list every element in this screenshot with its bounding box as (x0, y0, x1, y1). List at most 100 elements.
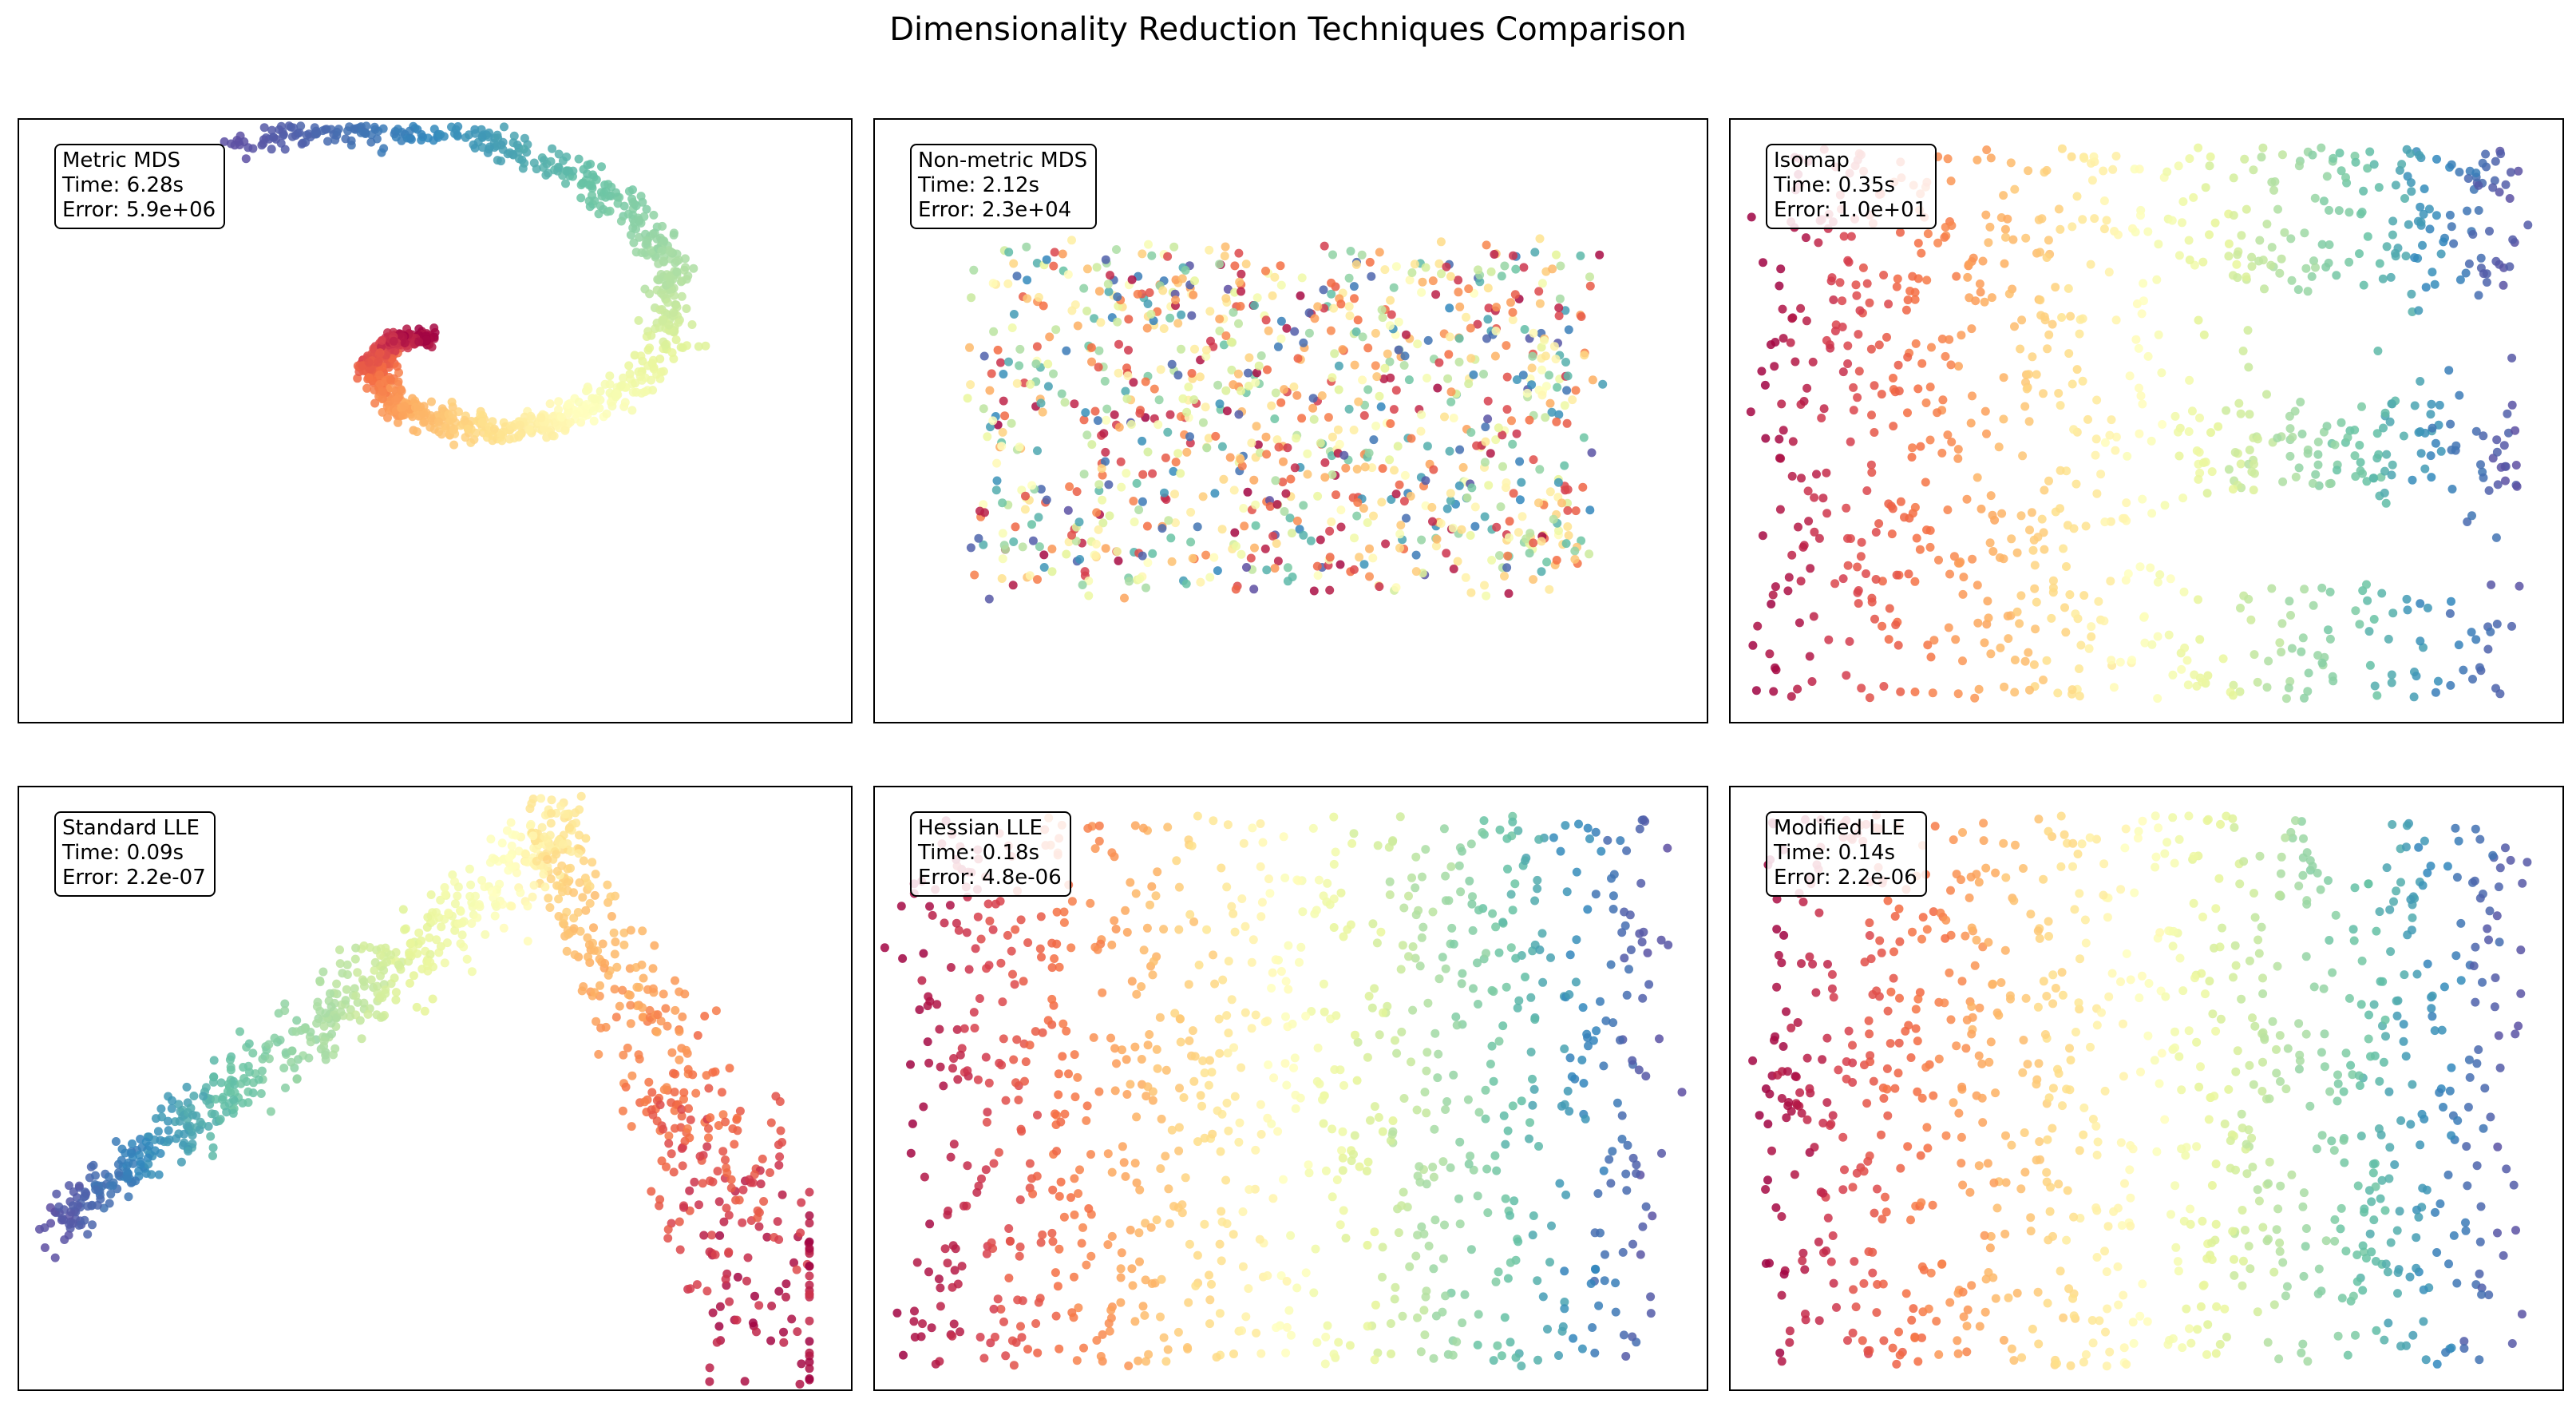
data-point (1093, 945, 1102, 954)
data-point (1025, 571, 1035, 581)
data-point (618, 1106, 627, 1116)
data-point (664, 320, 674, 330)
data-point (1152, 1044, 1161, 1054)
data-point (1304, 1160, 1313, 1170)
data-point (973, 912, 983, 921)
data-point (948, 1331, 957, 1341)
data-point (672, 256, 682, 266)
data-point (1482, 591, 1491, 600)
data-point (432, 935, 441, 945)
data-point (655, 1195, 665, 1204)
data-point (414, 411, 424, 421)
data-point (711, 1006, 721, 1016)
data-point (1534, 498, 1543, 508)
data-point (1599, 1061, 1609, 1071)
data-point (1179, 1093, 1189, 1102)
data-point (1272, 500, 1282, 509)
data-point (414, 337, 424, 347)
data-point (1636, 1250, 1645, 1259)
data-point (652, 234, 662, 244)
data-point (114, 1168, 123, 1177)
data-point (1988, 547, 1998, 556)
data-point (1329, 859, 1339, 869)
data-point (1213, 380, 1223, 390)
data-point (2143, 351, 2153, 361)
data-point (1529, 538, 1538, 548)
data-point (1347, 838, 1357, 848)
data-point (700, 1012, 710, 1021)
data-point (909, 1317, 919, 1326)
data-point (642, 204, 651, 214)
data-point (1892, 570, 1901, 580)
data-point (1130, 517, 1139, 527)
data-point (1126, 878, 1135, 887)
data-point (1483, 1208, 1493, 1218)
data-point (924, 992, 933, 1001)
data-point (1913, 239, 1923, 248)
data-point (2490, 176, 2499, 185)
data-point (1600, 1276, 1609, 1286)
data-point (2072, 192, 2082, 201)
data-point (1367, 1003, 1377, 1013)
data-point (1332, 1011, 1341, 1021)
data-point (2107, 415, 2116, 425)
data-point (199, 1092, 208, 1101)
data-point (1855, 306, 1865, 315)
data-point (1943, 505, 1953, 514)
data-point (1345, 1341, 1355, 1350)
data-point (1509, 251, 1518, 260)
data-point (1332, 1175, 1342, 1184)
data-point (1188, 1026, 1197, 1036)
data-point (1371, 361, 1380, 371)
data-point (172, 1134, 181, 1143)
data-point (659, 1124, 668, 1134)
data-point (481, 929, 490, 939)
data-point (805, 1348, 814, 1357)
data-point (2010, 688, 2020, 697)
data-point (2479, 431, 2488, 441)
data-point (951, 1244, 960, 1254)
data-point (2247, 467, 2257, 477)
data-point (1768, 590, 1778, 600)
data-point (2024, 417, 2034, 426)
data-point (370, 122, 379, 132)
data-point (1182, 447, 1192, 457)
data-point (1246, 553, 1256, 563)
data-point (2330, 440, 2340, 450)
data-point (1788, 437, 1798, 446)
data-point (1290, 463, 1300, 473)
data-point (2003, 612, 2012, 620)
data-point (1399, 903, 1409, 913)
data-point (1408, 942, 1418, 951)
data-point (1838, 574, 1848, 584)
data-point (735, 1106, 745, 1116)
data-point (2113, 230, 2123, 240)
data-point (1294, 876, 1303, 886)
data-point (1370, 1102, 1379, 1112)
data-point (1429, 1353, 1438, 1363)
data-point (2523, 220, 2533, 230)
data-point (1079, 283, 1089, 293)
data-point (426, 414, 436, 423)
data-point (1190, 344, 1199, 354)
data-point (722, 1203, 731, 1213)
data-point (1047, 545, 1057, 553)
data-point (998, 554, 1007, 564)
data-point (434, 948, 444, 957)
data-point (447, 398, 457, 406)
data-point (440, 958, 449, 968)
data-point (394, 960, 403, 969)
data-point (1375, 1030, 1384, 1040)
data-point (805, 1364, 814, 1373)
data-point (619, 373, 628, 382)
data-point (1165, 410, 1175, 419)
data-point (1541, 413, 1550, 422)
data-point (616, 216, 626, 226)
data-point (335, 959, 345, 969)
data-point (1097, 464, 1106, 474)
data-point (626, 230, 635, 240)
data-point (1092, 1336, 1102, 1345)
data-point (1866, 344, 1876, 354)
data-point (1346, 247, 1355, 256)
data-point (1503, 1274, 1513, 1283)
